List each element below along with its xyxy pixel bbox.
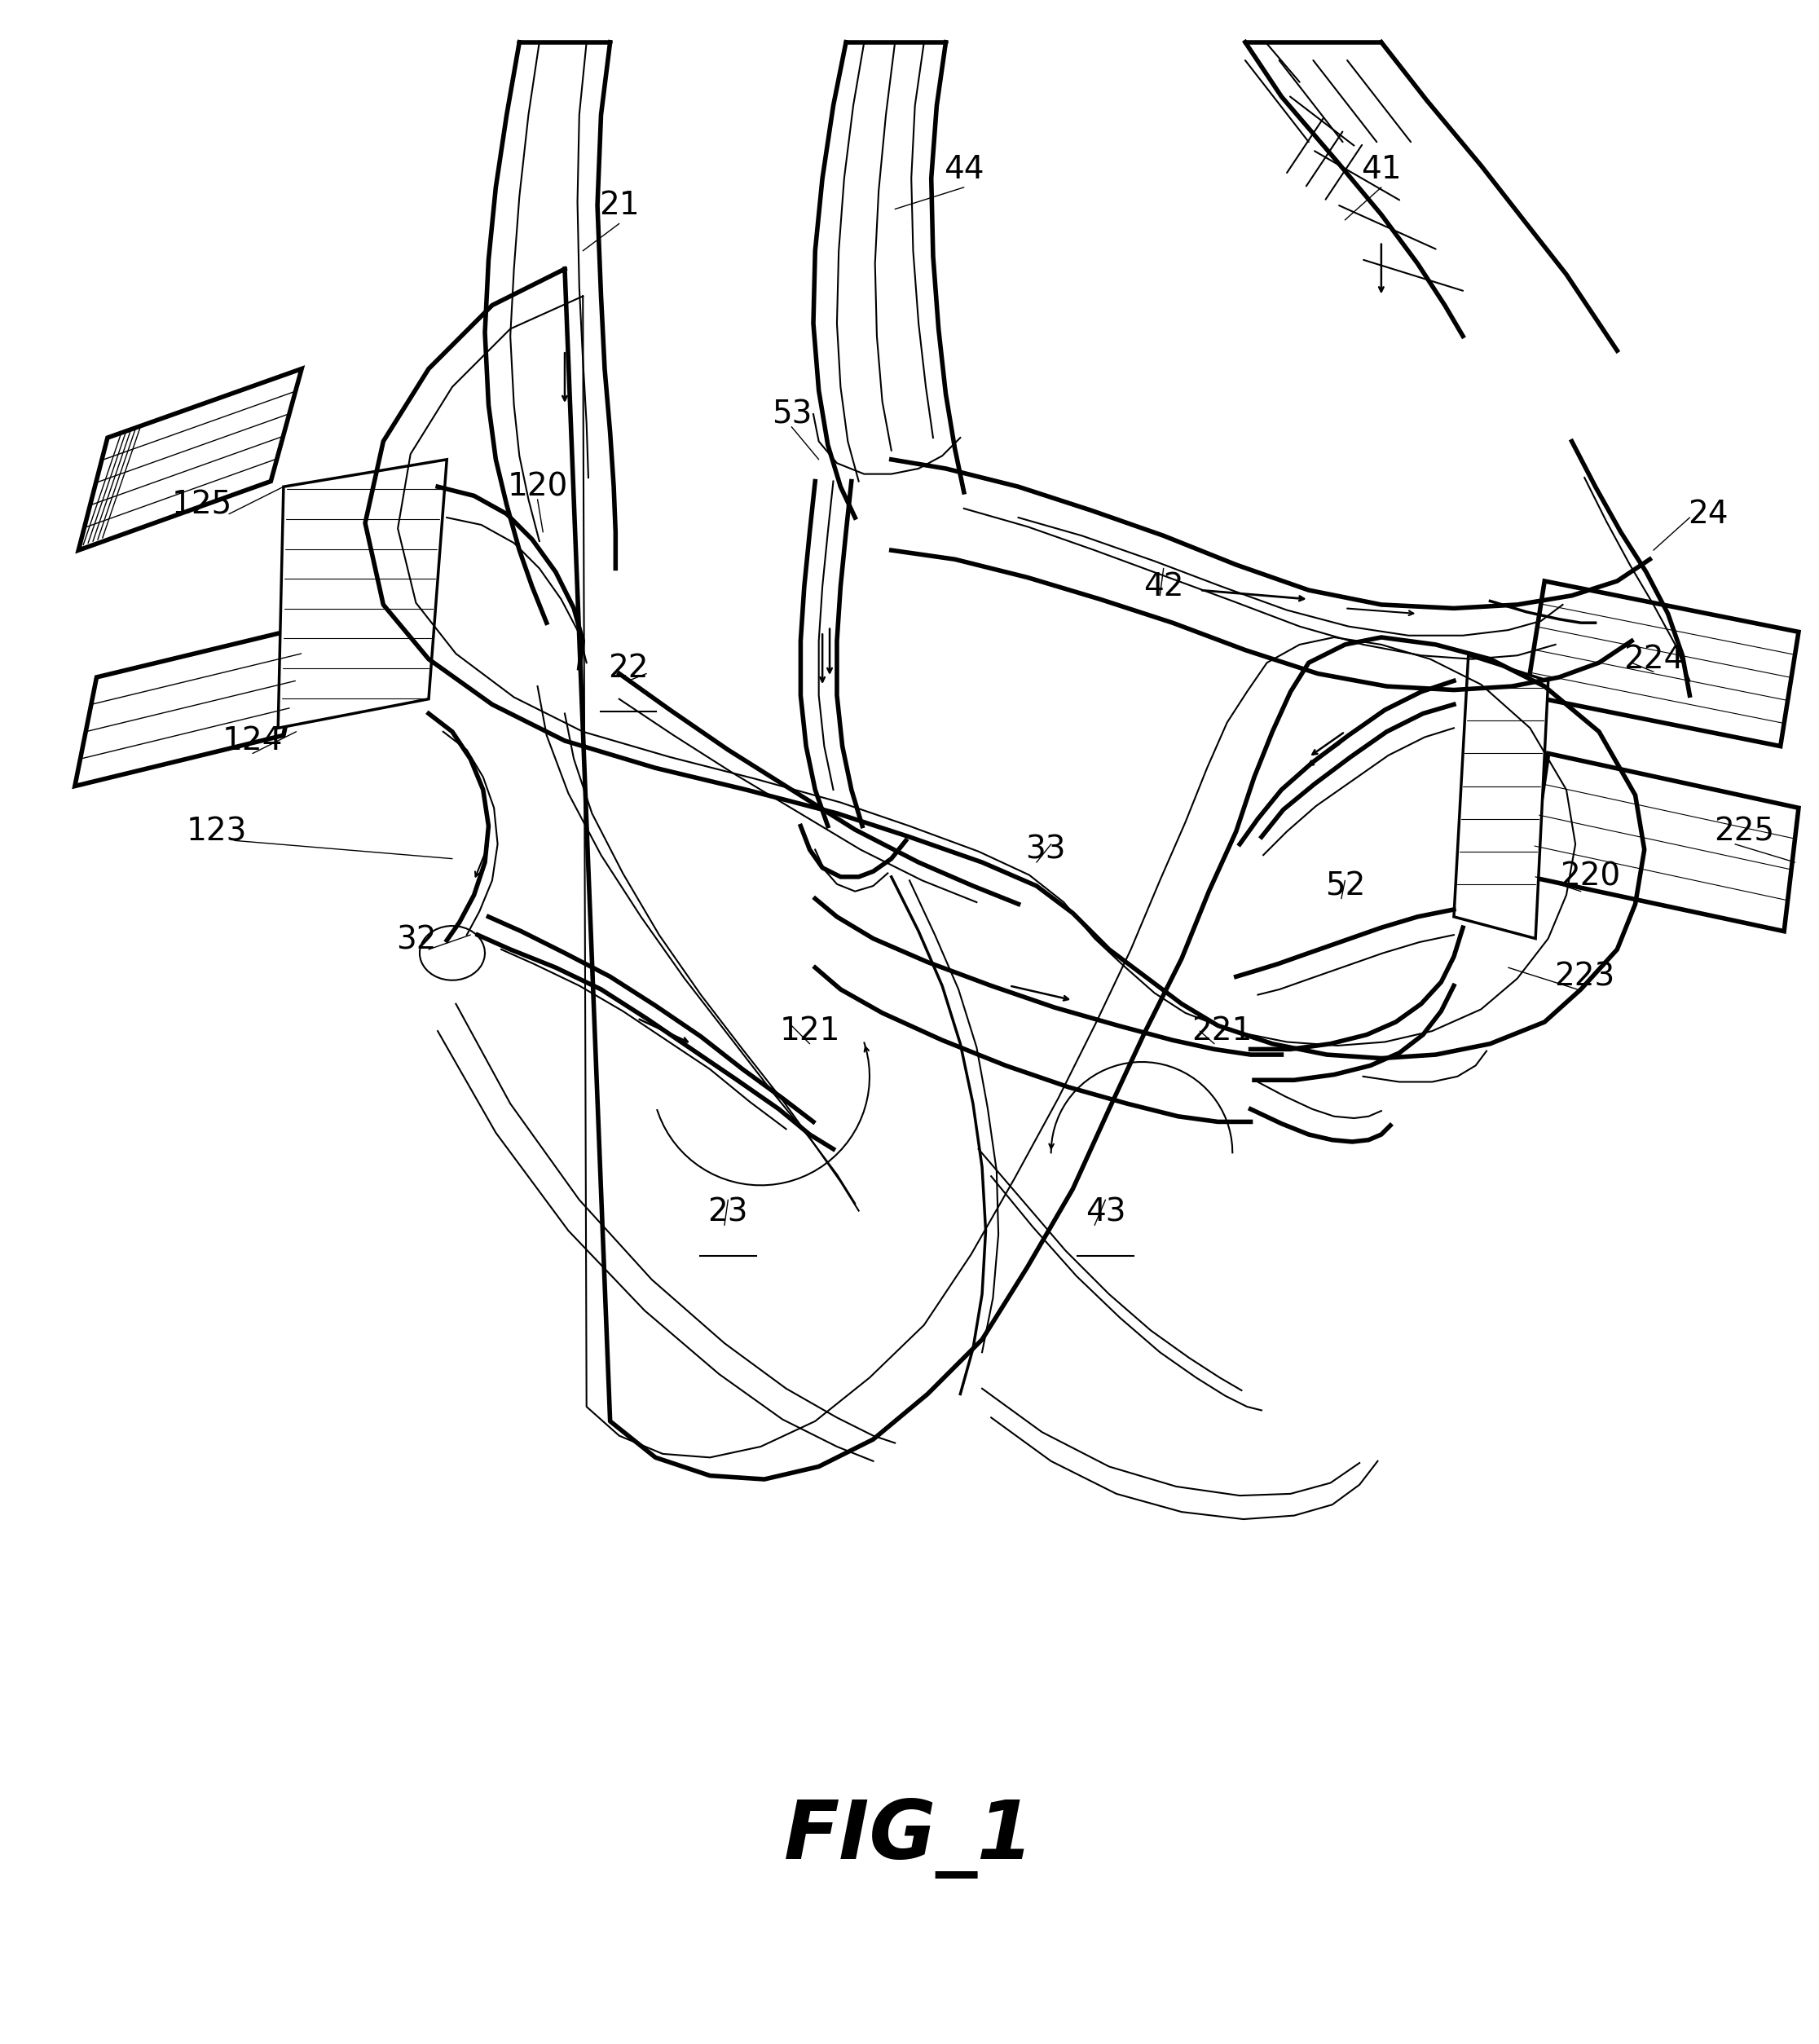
Text: 22: 22 <box>608 652 648 683</box>
Text: 32: 32 <box>397 924 437 957</box>
Text: 124: 124 <box>222 726 284 756</box>
Text: FIG_1: FIG_1 <box>784 1799 1035 1878</box>
Polygon shape <box>278 460 447 728</box>
Text: 53: 53 <box>771 399 811 429</box>
Text: 44: 44 <box>944 153 984 184</box>
Polygon shape <box>78 368 302 550</box>
Text: 24: 24 <box>1688 499 1728 529</box>
Text: 123: 123 <box>186 816 247 846</box>
Polygon shape <box>1526 580 1799 746</box>
Text: 52: 52 <box>1324 871 1364 901</box>
Text: 42: 42 <box>1144 570 1184 603</box>
Polygon shape <box>75 625 307 787</box>
Text: 33: 33 <box>1026 834 1066 865</box>
Text: 125: 125 <box>171 489 233 521</box>
Text: 220: 220 <box>1559 861 1621 893</box>
Polygon shape <box>1453 656 1548 938</box>
Text: 224: 224 <box>1623 644 1684 675</box>
Text: 225: 225 <box>1713 816 1774 846</box>
Text: 221: 221 <box>1191 1016 1251 1047</box>
Text: 41: 41 <box>1361 153 1401 184</box>
Text: 21: 21 <box>598 190 640 221</box>
Polygon shape <box>1530 754 1799 932</box>
Text: 223: 223 <box>1553 961 1615 991</box>
Text: 121: 121 <box>779 1016 840 1047</box>
Text: 43: 43 <box>1086 1198 1126 1228</box>
Text: 120: 120 <box>508 472 568 503</box>
Text: 23: 23 <box>708 1198 748 1228</box>
